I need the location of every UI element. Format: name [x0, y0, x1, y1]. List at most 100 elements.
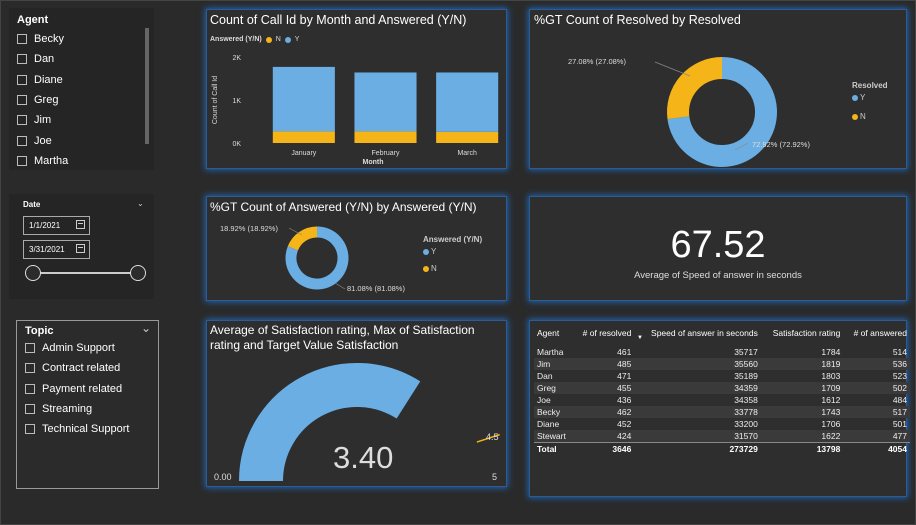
- gauge-max-label: 5: [492, 472, 498, 482]
- checkbox[interactable]: [25, 343, 35, 353]
- date-range-end-handle[interactable]: [130, 265, 146, 281]
- table-cell: 35717: [734, 347, 758, 357]
- table-cell: 523: [892, 371, 907, 381]
- checkbox[interactable]: [17, 155, 27, 166]
- topic-item[interactable]: Streaming: [25, 403, 92, 415]
- answered-chart-title: %GT Count of Answered (Y/N) by Answered …: [210, 200, 477, 214]
- sort-indicator-icon[interactable]: ▼: [637, 335, 643, 341]
- slice-y[interactable]: [285, 226, 349, 290]
- table-cell: 33778: [634, 406, 761, 418]
- calendar-icon[interactable]: [76, 220, 85, 229]
- topic-item[interactable]: Technical Support: [25, 423, 129, 435]
- table-header-row: Agent # of resolved Speed of answer in sec…: [534, 324, 910, 346]
- checkbox[interactable]: [17, 54, 27, 65]
- table-row[interactable]: Jim 485 35560 1819 536: [534, 358, 910, 370]
- checkbox[interactable]: [17, 115, 27, 126]
- agent-item[interactable]: Greg: [17, 94, 58, 106]
- y-tick-label: 0K: [232, 141, 241, 148]
- checkbox[interactable]: [17, 74, 27, 85]
- bar-n[interactable]: [436, 131, 499, 143]
- end-date-input[interactable]: 3/31/2021: [23, 240, 90, 259]
- column-header[interactable]: Satisfaction rating: [772, 328, 841, 338]
- table-cell: 34358: [734, 395, 758, 405]
- checkbox[interactable]: [25, 383, 35, 394]
- bar-n[interactable]: [354, 131, 417, 143]
- answered-legend-title: Answered (Y/N): [423, 235, 483, 244]
- checkbox[interactable]: [17, 135, 27, 146]
- date-range-start-handle[interactable]: [25, 265, 41, 281]
- checkbox[interactable]: [17, 34, 27, 44]
- calendar-icon[interactable]: [76, 244, 85, 253]
- start-date-input[interactable]: 1/1/2021: [23, 216, 90, 235]
- agent-item-label: Joe: [34, 134, 52, 147]
- checkbox[interactable]: [17, 94, 27, 105]
- column-header[interactable]: Speed of answer in seconds: [651, 328, 758, 338]
- table-cell: 514: [892, 347, 907, 357]
- gauge-fill[interactable]: [239, 363, 421, 482]
- leader-line: [288, 227, 303, 236]
- kpi-label: Average of Speed of answer in seconds: [634, 270, 802, 281]
- table-cell: Stewart: [534, 430, 574, 443]
- gauge-target-label: 4.5: [486, 432, 499, 442]
- table-total-cell: 4054: [843, 442, 910, 455]
- agent-item[interactable]: Diane: [17, 74, 63, 86]
- table-cell: 33200: [734, 419, 758, 429]
- agent-slicer-scrollbar[interactable]: [145, 28, 149, 144]
- checkbox[interactable]: [25, 424, 35, 435]
- satisfaction-gauge: Average of Satisfaction rating, Max of S…: [206, 320, 507, 487]
- x-tick-label: January: [291, 150, 316, 157]
- checkbox[interactable]: [25, 363, 35, 374]
- table-row[interactable]: Dan 471 35189 1803 523: [534, 370, 910, 382]
- agent-item[interactable]: Martha: [17, 155, 68, 167]
- table-cell: 461: [617, 347, 632, 357]
- checkbox[interactable]: [25, 403, 35, 414]
- chevron-down-icon[interactable]: ⌄: [141, 321, 152, 335]
- table-row[interactable]: Stewart 424 31570 1622 477: [534, 430, 910, 443]
- date-slicer: Date ⌄ 1/1/2021 3/31/2021: [9, 194, 154, 299]
- table-cell: 1612: [821, 395, 841, 405]
- bar-y[interactable]: [436, 72, 499, 132]
- table-cell: Diane: [537, 419, 560, 429]
- table-cell: 31570: [634, 430, 761, 443]
- legend-label-n: N: [860, 112, 866, 121]
- table-row[interactable]: Joe 436 34358 1612 484: [534, 394, 910, 406]
- agent-item[interactable]: Becky: [17, 33, 64, 45]
- table-row[interactable]: Diane 452 33200 1706 501: [534, 418, 910, 430]
- table-cell: 424: [573, 430, 635, 443]
- bar-n[interactable]: [272, 131, 335, 143]
- legend-dot-n: [423, 265, 429, 272]
- topic-item[interactable]: Contract related: [25, 362, 120, 374]
- calls-chart-legend: Answered (Y/N) N Y: [210, 36, 299, 43]
- chevron-down-icon[interactable]: ⌄: [137, 199, 144, 208]
- topic-item-label: Admin Support: [42, 342, 115, 354]
- topic-item-label: Contract related: [42, 362, 121, 375]
- topic-item[interactable]: Admin Support: [25, 342, 115, 354]
- table-row[interactable]: Becky 462 33778 1743 517: [534, 406, 910, 418]
- table-cell: Martha: [537, 347, 564, 357]
- agent-item[interactable]: Joe: [17, 135, 52, 147]
- gauge-min-label: 0.00: [214, 472, 232, 482]
- table-cell: 1743: [760, 406, 844, 418]
- leader-line: [734, 142, 749, 151]
- column-header[interactable]: # of answered: [853, 328, 907, 338]
- column-header[interactable]: Agent: [537, 328, 560, 338]
- legend-dot-n: [852, 113, 858, 120]
- slice-n[interactable]: [287, 226, 318, 251]
- agent-item[interactable]: Jim: [17, 114, 51, 126]
- slice-n[interactable]: [667, 57, 723, 120]
- x-axis-label: Month: [363, 159, 384, 166]
- bar-y[interactable]: [272, 66, 335, 132]
- agent-item[interactable]: Dan: [17, 53, 54, 65]
- slice-y[interactable]: [667, 57, 777, 167]
- topic-item[interactable]: Payment related: [25, 383, 122, 395]
- resolved-legend-title: Resolved: [852, 81, 888, 90]
- table-cell: 517: [843, 406, 910, 418]
- table-cell: 1706: [821, 419, 841, 429]
- table-cell: 536: [843, 358, 910, 370]
- column-header[interactable]: # of resolved: [582, 328, 632, 338]
- table-row[interactable]: Greg 455 34359 1709 502: [534, 382, 910, 394]
- bar-y[interactable]: [354, 72, 417, 132]
- answered-label-n: 18.92% (18.92%): [220, 224, 278, 233]
- table-cell: 1709: [760, 382, 844, 394]
- table-row[interactable]: Martha 461 35717 1784 514: [534, 346, 910, 358]
